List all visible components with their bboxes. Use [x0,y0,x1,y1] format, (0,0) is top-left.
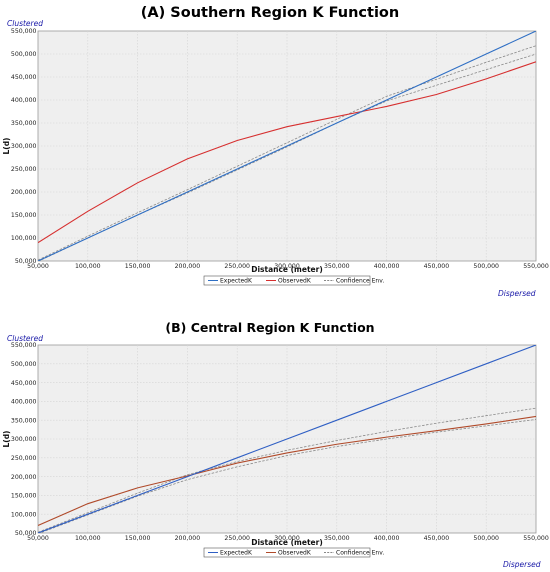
y-tick-label: 50,000 [15,530,37,537]
y-tick-label: 550,000 [11,28,37,35]
y-tick-label: 200,000 [11,189,37,196]
y-tick-label: 300,000 [11,143,37,150]
x-tick-label: 400,000 [374,535,400,542]
x-tick-label: 500,000 [473,263,499,270]
y-tick-label: 400,000 [11,97,37,104]
legend: ExpectedK ObservedK Confidence Env. [203,547,384,558]
series-confidence-env-lower [38,53,536,261]
y-tick-label: 50,000 [15,258,37,265]
series-observedk [38,415,536,526]
clustered-label: Clustered [7,19,43,28]
y-tick-label: 100,000 [11,511,37,518]
legend-box [203,275,371,286]
series-confidence-env-lower [38,419,536,533]
y-tick-label: 150,000 [11,212,37,219]
y-tick-label: 350,000 [11,120,37,127]
x-tick-label: 450,000 [424,263,450,270]
y-axis-label: L(d) [2,430,11,447]
dispersed-label: Dispersed [498,289,536,298]
dispersed-label: Dispersed [503,560,541,569]
x-tick-label: 150,000 [125,263,151,270]
y-tick-label: 100,000 [11,235,37,242]
x-tick-label: 200,000 [175,535,201,542]
y-tick-label: 550,000 [11,342,37,349]
x-tick-label: 200,000 [175,263,201,270]
y-tick-label: 450,000 [11,380,37,387]
legend-label: Confidence Env. [336,278,384,285]
y-tick-label: 450,000 [11,74,37,81]
chart-panel-0: (A) Southern Region K Function 50,000 100,… [2,5,549,298]
x-tick-label: 300,000 [274,263,300,270]
x-tick-label: 100,000 [75,263,101,270]
x-tick-label: 250,000 [224,535,250,542]
y-tick-label: 150,000 [11,493,37,500]
clustered-label: Clustered [7,334,43,343]
legend-label: ObservedK [278,278,312,285]
y-tick-label: 250,000 [11,166,37,173]
y-tick-label: 200,000 [11,474,37,481]
y-tick-label: 250,000 [11,455,37,462]
x-tick-label: 500,000 [473,535,499,542]
x-tick-label: 450,000 [424,535,450,542]
x-tick-label: 50,000 [27,535,49,542]
x-tick-label: 550,000 [523,263,549,270]
x-axis-label: Distance (meter) [251,265,323,274]
legend-box [203,547,371,558]
x-tick-label: 250,000 [224,263,250,270]
x-tick-label: 300,000 [274,535,300,542]
x-tick-label: 550,000 [523,535,549,542]
y-axis-label: L(d) [2,137,11,154]
chart-title: (B) Central Region K Function [165,320,374,335]
x-tick-label: 50,000 [27,263,49,270]
y-tick-label: 300,000 [11,436,37,443]
series-observedk [38,61,536,244]
series-expectedk [38,345,536,533]
legend-label: ObservedK [278,550,312,557]
chart-title: (A) Southern Region K Function [141,5,399,21]
y-tick-label: 350,000 [11,417,37,424]
legend: ExpectedK ObservedK Confidence Env. [203,275,384,286]
x-tick-label: 350,000 [324,263,350,270]
series-confidence-env [38,407,536,533]
x-axis-label: Distance (meter) [251,538,323,547]
legend-label: ExpectedK [220,278,253,285]
x-tick-label: 100,000 [75,535,101,542]
legend-label: ExpectedK [220,550,253,557]
y-tick-label: 500,000 [11,51,37,58]
x-tick-label: 150,000 [125,535,151,542]
chart-panel-1: (B) Central Region K Function 50,000 100,0… [2,320,549,569]
y-tick-label: 500,000 [11,361,37,368]
series-expectedk [38,31,536,261]
x-tick-label: 400,000 [374,263,400,270]
x-tick-label: 350,000 [324,535,350,542]
y-tick-label: 400,000 [11,399,37,406]
legend-label: Confidence Env. [336,550,384,557]
